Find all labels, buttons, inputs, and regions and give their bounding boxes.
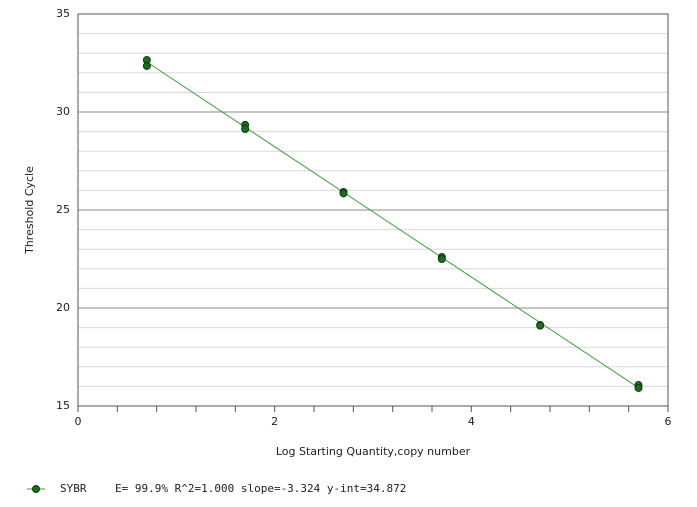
data-point (437, 255, 446, 263)
fit-annotation: E= 99.9% R^2=1.000 slope=-3.324 y-int=34… (115, 482, 406, 495)
legend-label: SYBR (60, 482, 87, 495)
data-point (339, 189, 348, 198)
y-tick-label: 35 (56, 7, 70, 20)
data-point (536, 321, 545, 330)
data-point (241, 125, 250, 134)
legend-marker (32, 485, 40, 493)
data-point (142, 61, 151, 70)
x-tick-label: 2 (271, 415, 278, 428)
y-tick-label: 15 (56, 399, 70, 412)
fit-line (146, 61, 639, 389)
x-tick-label: 0 (75, 415, 82, 428)
x-tick-label: 6 (665, 415, 672, 428)
y-axis-label: Threshold Cycle (23, 166, 36, 255)
y-tick-label: 25 (56, 203, 70, 216)
plot-border (77, 13, 669, 407)
y-tick-label: 20 (56, 301, 70, 314)
data-point (634, 383, 643, 392)
x-axis-label: Log Starting Quantity,copy number (276, 445, 471, 458)
x-tick-label: 4 (468, 415, 475, 428)
y-tick-label: 30 (56, 105, 70, 118)
